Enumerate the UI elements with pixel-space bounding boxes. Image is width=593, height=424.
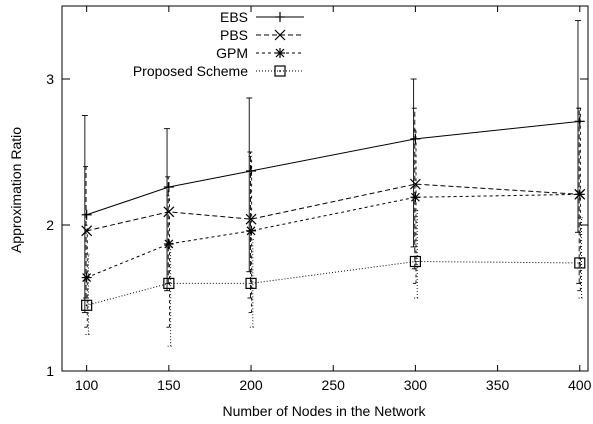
data-point: [410, 192, 421, 203]
x-tick-label: 350: [486, 377, 510, 393]
data-point: [81, 209, 92, 220]
plot-frame: [61, 5, 589, 372]
data-point: [163, 238, 174, 249]
y-tick-label: 1: [46, 363, 54, 379]
data-point: [409, 255, 422, 268]
data-point: [574, 116, 585, 127]
data-point: [163, 182, 174, 193]
data-point: [163, 206, 175, 218]
series-line: [86, 183, 580, 232]
legend-label: GPM: [216, 45, 248, 61]
axes: 100 150 200 250 300 350 400 1 2 3: [46, 5, 592, 393]
legend-label: PBS: [220, 27, 248, 43]
series-line: [86, 193, 580, 279]
data-point: [409, 178, 421, 190]
data-point: [246, 225, 257, 236]
data-point: [245, 277, 257, 289]
data-point: [574, 189, 585, 200]
data-point: [163, 277, 175, 289]
y-axis-label: Approximation Ratio: [8, 127, 24, 253]
legend-label: Proposed Scheme: [133, 63, 248, 79]
x-tick-label: 250: [322, 377, 346, 393]
error-bars: [81, 20, 585, 347]
series-line: [86, 120, 580, 216]
x-axis-label: Number of Nodes in the Network: [222, 403, 426, 419]
data-point: [410, 133, 421, 144]
legend-marker: [275, 12, 285, 22]
data-point: [574, 257, 586, 269]
x-tick-label: 200: [239, 377, 263, 393]
data-markers: [81, 116, 586, 311]
legend-marker: [274, 29, 286, 41]
data-point: [81, 299, 93, 311]
legend-label: EBS: [220, 9, 248, 25]
series-line: [86, 260, 580, 306]
legend-marker: [274, 65, 286, 77]
x-tick-label: 400: [568, 377, 592, 393]
legend-marker: [275, 48, 285, 58]
x-tick-label: 300: [404, 377, 428, 393]
data-point: [246, 165, 257, 176]
series-lines: [86, 120, 580, 306]
x-tick-label: 100: [75, 377, 99, 393]
data-point: [245, 213, 257, 225]
data-point: [81, 225, 93, 237]
x-tick-label: 150: [157, 377, 181, 393]
y-tick-label: 2: [46, 217, 54, 233]
data-point: [81, 272, 92, 283]
legend: EBS PBS GPM Proposed Scheme: [133, 9, 304, 79]
y-tick-label: 3: [46, 71, 54, 87]
